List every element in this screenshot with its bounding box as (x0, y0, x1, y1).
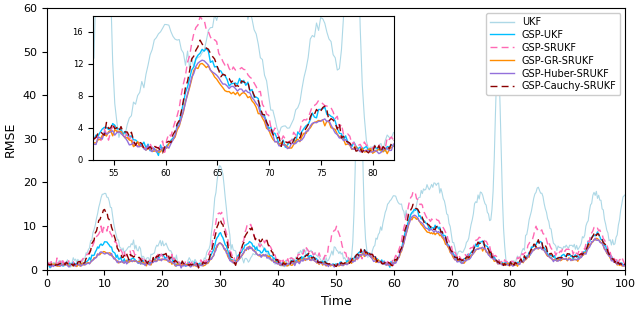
GSP-UKF (43, 260, 51, 264)
UKF (66, 266, 74, 269)
GSP-GR-SRUKF (43, 264, 51, 268)
GSP-UKF (319, 259, 326, 263)
GSP-GR-SRUKF (410, 215, 418, 219)
GSP-Cauchy-SRUKF (409, 202, 417, 206)
GSP-Huber-SRUKF (357, 254, 365, 257)
Line: GSP-SRUKF: GSP-SRUKF (47, 192, 625, 266)
GSP-GR-SRUKF (520, 261, 527, 265)
GSP-Cauchy-SRUKF (388, 264, 396, 268)
UKF (355, 19, 362, 23)
GSP-SRUKF (621, 263, 629, 266)
Line: UKF: UKF (47, 21, 625, 267)
GSP-Cauchy-SRUKF (43, 263, 51, 267)
GSP-Huber-SRUKF (621, 264, 629, 268)
GSP-SRUKF (610, 256, 618, 260)
GSP-Huber-SRUKF (319, 261, 326, 265)
GSP-UKF (520, 259, 527, 263)
GSP-UKF (357, 250, 365, 254)
GSP-Huber-SRUKF (610, 261, 618, 264)
GSP-GR-SRUKF (610, 259, 618, 263)
X-axis label: Time: Time (321, 295, 351, 308)
GSP-Cauchy-SRUKF (319, 262, 326, 266)
GSP-UKF (388, 263, 396, 267)
Line: GSP-UKF: GSP-UKF (47, 209, 625, 268)
Line: GSP-Cauchy-SRUKF: GSP-Cauchy-SRUKF (47, 204, 625, 268)
GSP-SRUKF (357, 254, 365, 257)
GSP-UKF (610, 259, 618, 263)
GSP-Huber-SRUKF (388, 261, 396, 265)
UKF (621, 193, 629, 196)
UKF (323, 256, 330, 260)
GSP-Cauchy-SRUKF (357, 247, 365, 251)
GSP-UKF (413, 207, 420, 211)
GSP-Cauchy-SRUKF (621, 262, 629, 266)
Line: GSP-Huber-SRUKF: GSP-Huber-SRUKF (47, 215, 625, 268)
GSP-GR-SRUKF (357, 255, 365, 258)
GSP-SRUKF (323, 254, 330, 258)
GSP-SRUKF (409, 190, 417, 193)
GSP-GR-SRUKF (621, 264, 629, 267)
GSP-GR-SRUKF (319, 263, 326, 267)
UKF (520, 246, 527, 250)
GSP-Cauchy-SRUKF (323, 261, 330, 265)
GSP-Huber-SRUKF (520, 260, 527, 264)
UKF (610, 243, 618, 246)
GSP-Cauchy-SRUKF (195, 266, 202, 270)
GSP-Cauchy-SRUKF (520, 259, 527, 263)
GSP-SRUKF (319, 256, 326, 260)
GSP-Huber-SRUKF (177, 266, 185, 270)
UKF (390, 194, 397, 197)
GSP-GR-SRUKF (73, 265, 81, 268)
GSP-UKF (46, 266, 54, 270)
GSP-Huber-SRUKF (410, 213, 418, 217)
GSP-Cauchy-SRUKF (610, 257, 618, 261)
GSP-UKF (323, 260, 330, 264)
GSP-GR-SRUKF (323, 264, 330, 268)
GSP-SRUKF (520, 253, 527, 256)
GSP-Huber-SRUKF (43, 262, 51, 266)
GSP-SRUKF (72, 264, 79, 268)
GSP-Huber-SRUKF (323, 263, 330, 267)
UKF (43, 258, 51, 262)
GSP-SRUKF (43, 260, 51, 264)
GSP-GR-SRUKF (388, 261, 396, 265)
GSP-UKF (621, 263, 629, 266)
UKF (319, 259, 326, 263)
Line: GSP-GR-SRUKF: GSP-GR-SRUKF (47, 217, 625, 266)
Legend: UKF, GSP-UKF, GSP-SRUKF, GSP-GR-SRUKF, GSP-Huber-SRUKF, GSP-Cauchy-SRUKF: UKF, GSP-UKF, GSP-SRUKF, GSP-GR-SRUKF, G… (486, 13, 620, 95)
GSP-SRUKF (388, 257, 396, 261)
UKF (358, 117, 366, 121)
Y-axis label: RMSE: RMSE (4, 121, 17, 157)
